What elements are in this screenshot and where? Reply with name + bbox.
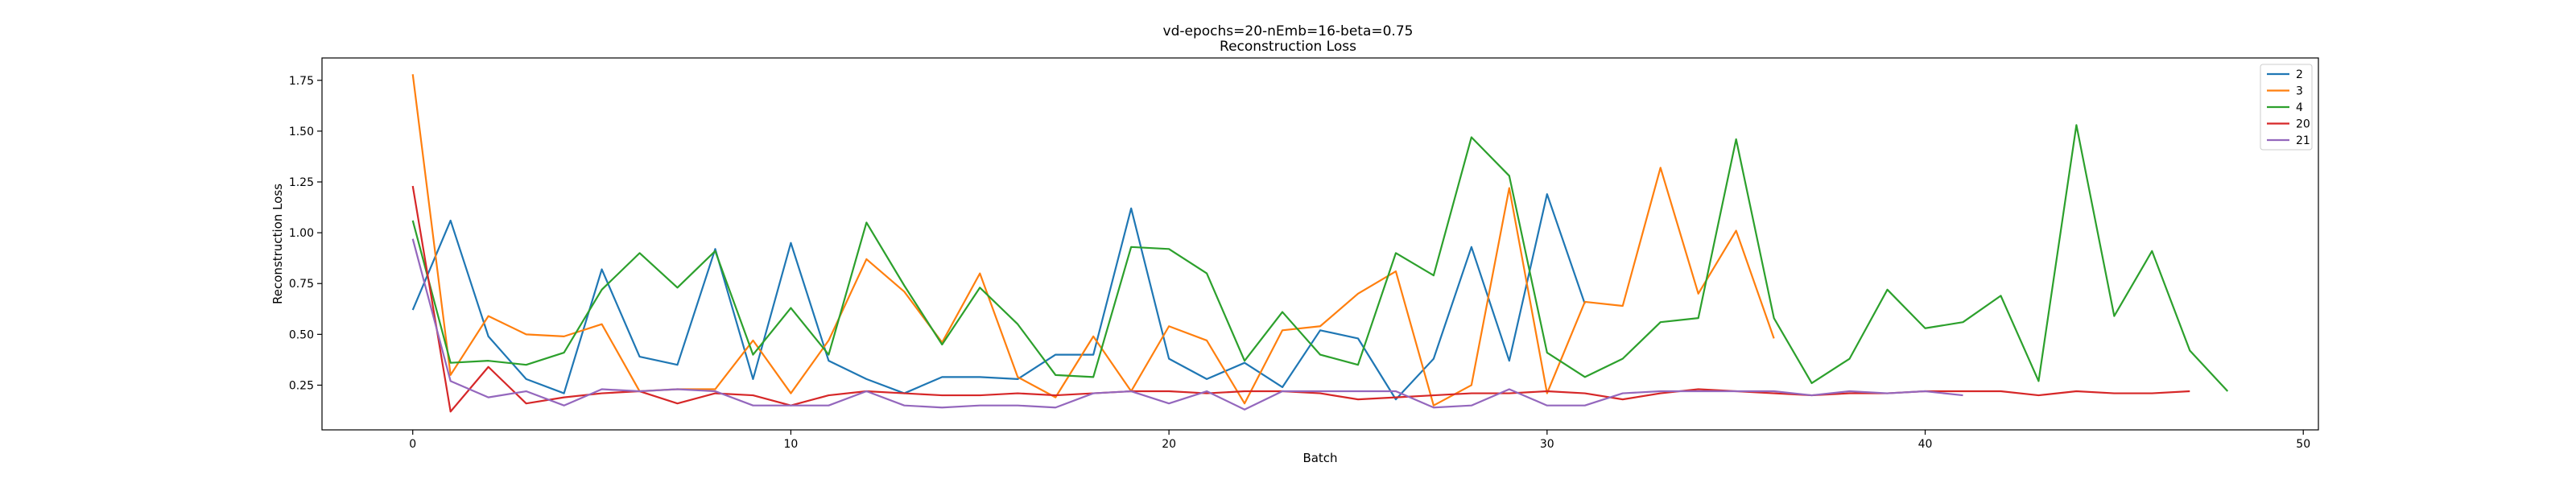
x-tick-label: 20 bbox=[1162, 438, 1176, 451]
x-axis-label: Batch bbox=[1302, 451, 1337, 465]
legend-label-3: 3 bbox=[2296, 85, 2303, 98]
series-line-20 bbox=[411, 185, 2190, 413]
legend-label-20: 20 bbox=[2296, 118, 2310, 131]
y-tick-label: 0.75 bbox=[289, 278, 314, 291]
series-line-3 bbox=[411, 74, 1775, 407]
x-tick-label: 50 bbox=[2296, 438, 2310, 451]
series-lines bbox=[411, 74, 2229, 413]
chart-title: vd-epochs=20-nEmb=16-beta=0.75 bbox=[1163, 23, 1414, 39]
y-tick-label: 0.50 bbox=[289, 328, 314, 341]
y-tick-label: 1.50 bbox=[289, 126, 314, 138]
y-axis-label: Reconstruction Loss bbox=[270, 184, 285, 304]
legend-label-21: 21 bbox=[2296, 134, 2310, 147]
series-line-2 bbox=[411, 193, 1586, 401]
legend: 2 3 4 20 21 bbox=[2260, 64, 2313, 151]
y-tick-label: 1.75 bbox=[289, 75, 314, 88]
legend-label-4: 4 bbox=[2296, 101, 2303, 114]
series-line-4 bbox=[411, 124, 2229, 392]
x-tick-label: 10 bbox=[784, 438, 799, 451]
y-tick-label: 0.25 bbox=[289, 379, 314, 392]
x-axis-ticks: 0 10 20 30 40 50 bbox=[409, 430, 2310, 451]
y-tick-label: 1.25 bbox=[289, 176, 314, 189]
x-tick-label: 40 bbox=[1918, 438, 1933, 451]
chart-subtitle: Reconstruction Loss bbox=[1220, 39, 1356, 55]
x-tick-label: 0 bbox=[409, 438, 416, 451]
series-line-21 bbox=[411, 238, 1963, 411]
y-tick-label: 1.00 bbox=[289, 227, 314, 240]
y-axis-ticks: 0.25 0.50 0.75 1.00 1.25 1.50 1.75 bbox=[289, 75, 322, 392]
legend-label-2: 2 bbox=[2296, 68, 2303, 81]
plot-frame bbox=[321, 57, 2319, 431]
x-tick-label: 30 bbox=[1540, 438, 1554, 451]
